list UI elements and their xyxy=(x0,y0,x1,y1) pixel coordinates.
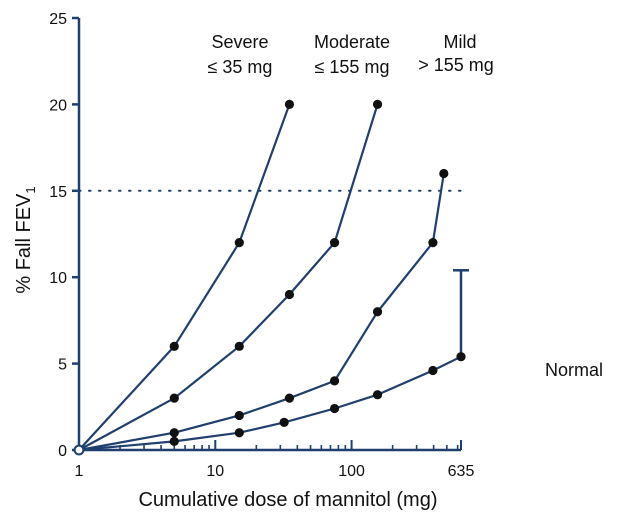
point-moderate-1 xyxy=(169,393,179,403)
point-moderate-3 xyxy=(284,289,295,300)
point-normal-4 xyxy=(329,403,340,414)
point-normal-5 xyxy=(372,390,383,400)
annotation-mild-line-0: Mild xyxy=(443,32,476,52)
y-axis-title-main: % Fall FEV xyxy=(13,193,35,294)
series-line-mild xyxy=(78,173,445,452)
point-mild-7 xyxy=(439,168,449,179)
x-tick-label-2: 100 xyxy=(338,463,365,480)
x-tick-label-1: 10 xyxy=(206,463,224,480)
series-line-moderate xyxy=(78,104,379,451)
series-group xyxy=(78,104,462,452)
x-tick-label-3: 635 xyxy=(448,463,475,480)
point-severe-2 xyxy=(234,238,244,248)
annotation-moderate-line-1: ≤ 155 mg xyxy=(315,57,390,77)
x-tick-label-0: 1 xyxy=(75,463,84,480)
series-line-normal xyxy=(78,355,462,452)
point-normal-7 xyxy=(456,352,466,362)
point-moderate-2 xyxy=(234,341,244,351)
point-mild-2 xyxy=(234,410,244,421)
point-mild-3 xyxy=(284,393,295,403)
point-mild-1 xyxy=(169,428,179,438)
markers-group xyxy=(73,99,466,456)
error-bar-group xyxy=(453,269,469,357)
point-mild-6 xyxy=(428,238,438,248)
y-tick-label-5: 25 xyxy=(49,11,67,28)
y-tick-label-4: 20 xyxy=(49,97,67,114)
y-tick-label-3: 15 xyxy=(49,184,67,201)
point-severe-1 xyxy=(169,341,179,351)
y-tick-label-1: 5 xyxy=(58,357,67,374)
y-axis-title-subscript: 1 xyxy=(23,186,38,193)
series-line-severe xyxy=(78,104,291,451)
annotation-mild-line-1: > 155 mg xyxy=(418,55,494,75)
point-mild-4 xyxy=(329,376,340,386)
y-tick-label-0: 0 xyxy=(58,443,67,460)
annotation-severe-line-0: Severe xyxy=(211,32,268,52)
point-moderate-4 xyxy=(329,238,340,248)
axes-group xyxy=(72,16,462,452)
point-normal-1 xyxy=(169,436,179,446)
point-severe-3 xyxy=(284,99,295,109)
x-axis-title: Cumulative dose of mannitol (mg) xyxy=(138,489,437,511)
y-axis-title: % Fall FEV1 xyxy=(13,186,38,293)
annotation-normal-line-0: Normal xyxy=(545,360,603,380)
point-moderate-5 xyxy=(372,99,383,109)
annotation-severe-line-1: ≤ 35 mg xyxy=(208,57,273,77)
tick-labels-group: 0 5 10 15 20 25 1 10 100 635 xyxy=(49,11,474,480)
point-normal-3 xyxy=(279,417,289,427)
point-normal-2 xyxy=(234,428,244,438)
point-mild-5 xyxy=(372,307,383,317)
annotations-group: Severe ≤ 35 mg Moderate ≤ 155 mg Mild > 155 m… xyxy=(208,32,603,380)
y-tick-label-2: 10 xyxy=(49,270,67,287)
point-normal-6 xyxy=(428,365,438,376)
annotation-moderate-line-0: Moderate xyxy=(314,32,390,52)
origin-marker xyxy=(73,444,85,456)
